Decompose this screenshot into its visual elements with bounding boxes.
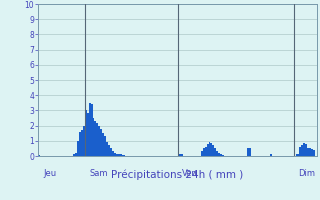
- Bar: [216, 151, 218, 156]
- Bar: [300, 147, 301, 156]
- X-axis label: Précipitations 24h ( mm ): Précipitations 24h ( mm ): [111, 170, 244, 180]
- Bar: [120, 154, 122, 156]
- Bar: [116, 154, 118, 156]
- Bar: [83, 126, 85, 156]
- Bar: [180, 154, 181, 156]
- Bar: [106, 142, 108, 156]
- Bar: [87, 113, 89, 156]
- Bar: [110, 148, 112, 156]
- Bar: [313, 150, 315, 156]
- Bar: [118, 154, 120, 156]
- Bar: [220, 154, 222, 156]
- Bar: [305, 144, 307, 156]
- Bar: [307, 148, 309, 156]
- Bar: [81, 130, 83, 156]
- Bar: [96, 123, 98, 156]
- Bar: [114, 153, 116, 156]
- Text: Sam: Sam: [90, 169, 108, 178]
- Bar: [203, 148, 205, 156]
- Bar: [94, 121, 96, 156]
- Bar: [222, 155, 224, 156]
- Bar: [209, 142, 211, 156]
- Bar: [211, 143, 212, 156]
- Bar: [75, 153, 77, 156]
- Bar: [181, 154, 183, 156]
- Bar: [212, 145, 214, 156]
- Bar: [122, 155, 124, 156]
- Bar: [79, 132, 81, 156]
- Bar: [298, 154, 300, 156]
- Bar: [92, 118, 94, 156]
- Bar: [270, 154, 272, 156]
- Bar: [102, 133, 104, 156]
- Bar: [108, 145, 110, 156]
- Text: Ven: Ven: [182, 169, 198, 178]
- Bar: [98, 126, 100, 156]
- Bar: [124, 155, 125, 156]
- Text: Jeu: Jeu: [43, 169, 56, 178]
- Bar: [73, 154, 75, 156]
- Bar: [77, 141, 79, 156]
- Bar: [100, 129, 102, 156]
- Bar: [247, 148, 249, 156]
- Bar: [112, 151, 114, 156]
- Bar: [38, 155, 40, 156]
- Bar: [249, 148, 251, 156]
- Bar: [303, 143, 305, 156]
- Text: Dim: Dim: [299, 169, 316, 178]
- Bar: [89, 103, 91, 156]
- Bar: [311, 149, 313, 156]
- Bar: [178, 154, 180, 156]
- Bar: [296, 154, 298, 156]
- Bar: [301, 145, 303, 156]
- Bar: [309, 148, 311, 156]
- Bar: [205, 147, 207, 156]
- Bar: [85, 110, 87, 156]
- Bar: [214, 148, 216, 156]
- Bar: [207, 144, 209, 156]
- Bar: [91, 104, 92, 156]
- Bar: [201, 151, 203, 156]
- Bar: [104, 136, 106, 156]
- Bar: [218, 153, 220, 156]
